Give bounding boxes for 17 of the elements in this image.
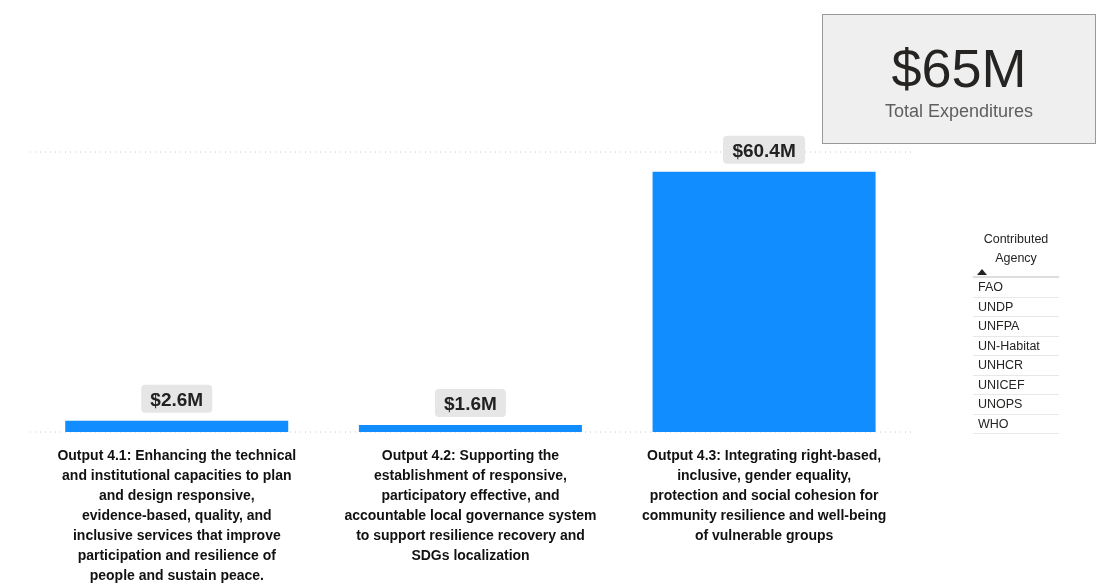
text: FAO (973, 278, 1059, 298)
text: UNOPS (973, 395, 1059, 415)
text: UNDP (973, 297, 1059, 317)
text: UNICEF (973, 375, 1059, 395)
x-tick-label: Output 4.3: Integrating right-based, inclusive, gender equality, protection and social cohesion for community resilience and well-being of vulnerable groups (642, 447, 887, 543)
data-label: $60.4M (732, 139, 796, 161)
data-label: $2.6M (150, 388, 204, 410)
text: UNFPA (973, 317, 1059, 337)
text: $65M (890, 37, 1028, 99)
x-tick-label: Output 4.1: Enhancing the technical and institutional capacities to plan and design responsive, evidence-based, quality, and inclusive services that improve participation and resilience of people and sustain peace. (57, 447, 297, 583)
text: WHO (973, 414, 1059, 434)
text: UNHCR (973, 356, 1059, 376)
data-label: $1.6M (444, 393, 497, 415)
text: Total Expenditures (883, 101, 1035, 122)
text: UN-Habitat (973, 336, 1059, 356)
text: Contributed Agency (982, 231, 1050, 267)
x-tick-label: Output 4.2: Supporting the establishment of responsive, participatory effective, and accountable local governance system to support resilience recovery and SDGs localization (344, 447, 597, 563)
